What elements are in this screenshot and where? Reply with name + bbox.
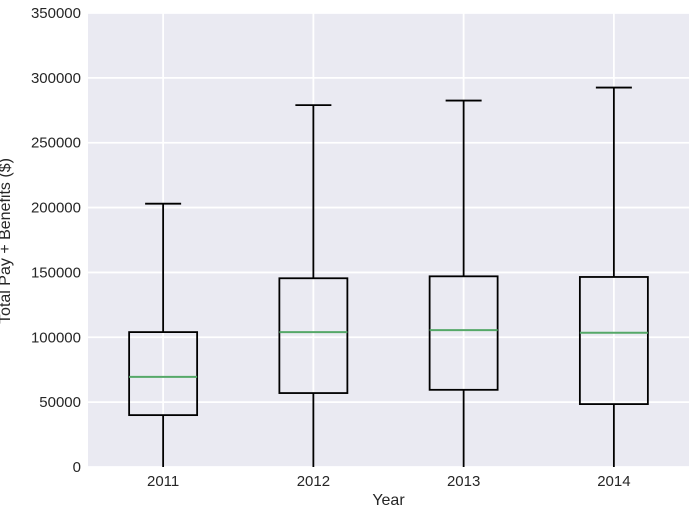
y-tick-label: 200000 xyxy=(31,200,81,217)
x-tick-label: 2014 xyxy=(597,473,630,490)
x-tick-label: 2013 xyxy=(447,473,480,490)
y-tick-label: 0 xyxy=(73,459,81,476)
x-tick-label: 2011 xyxy=(147,473,179,490)
y-tick-label: 100000 xyxy=(31,329,81,346)
iqr-box xyxy=(128,331,199,417)
plot-area-background xyxy=(88,13,689,467)
y-tick-label: 300000 xyxy=(31,70,81,87)
y-axis-label: Total Pay + Benefits ($) xyxy=(0,158,14,324)
y-tick-label: 50000 xyxy=(39,394,81,411)
x-tick-label: 2012 xyxy=(297,473,330,490)
y-tick-label: 250000 xyxy=(31,135,81,152)
y-tick-label: 350000 xyxy=(31,5,81,22)
iqr-box xyxy=(428,275,499,391)
y-tick-label: 150000 xyxy=(31,264,81,281)
x-axis-label: Year xyxy=(372,492,405,509)
iqr-box xyxy=(278,277,349,394)
iqr-box xyxy=(578,276,649,405)
